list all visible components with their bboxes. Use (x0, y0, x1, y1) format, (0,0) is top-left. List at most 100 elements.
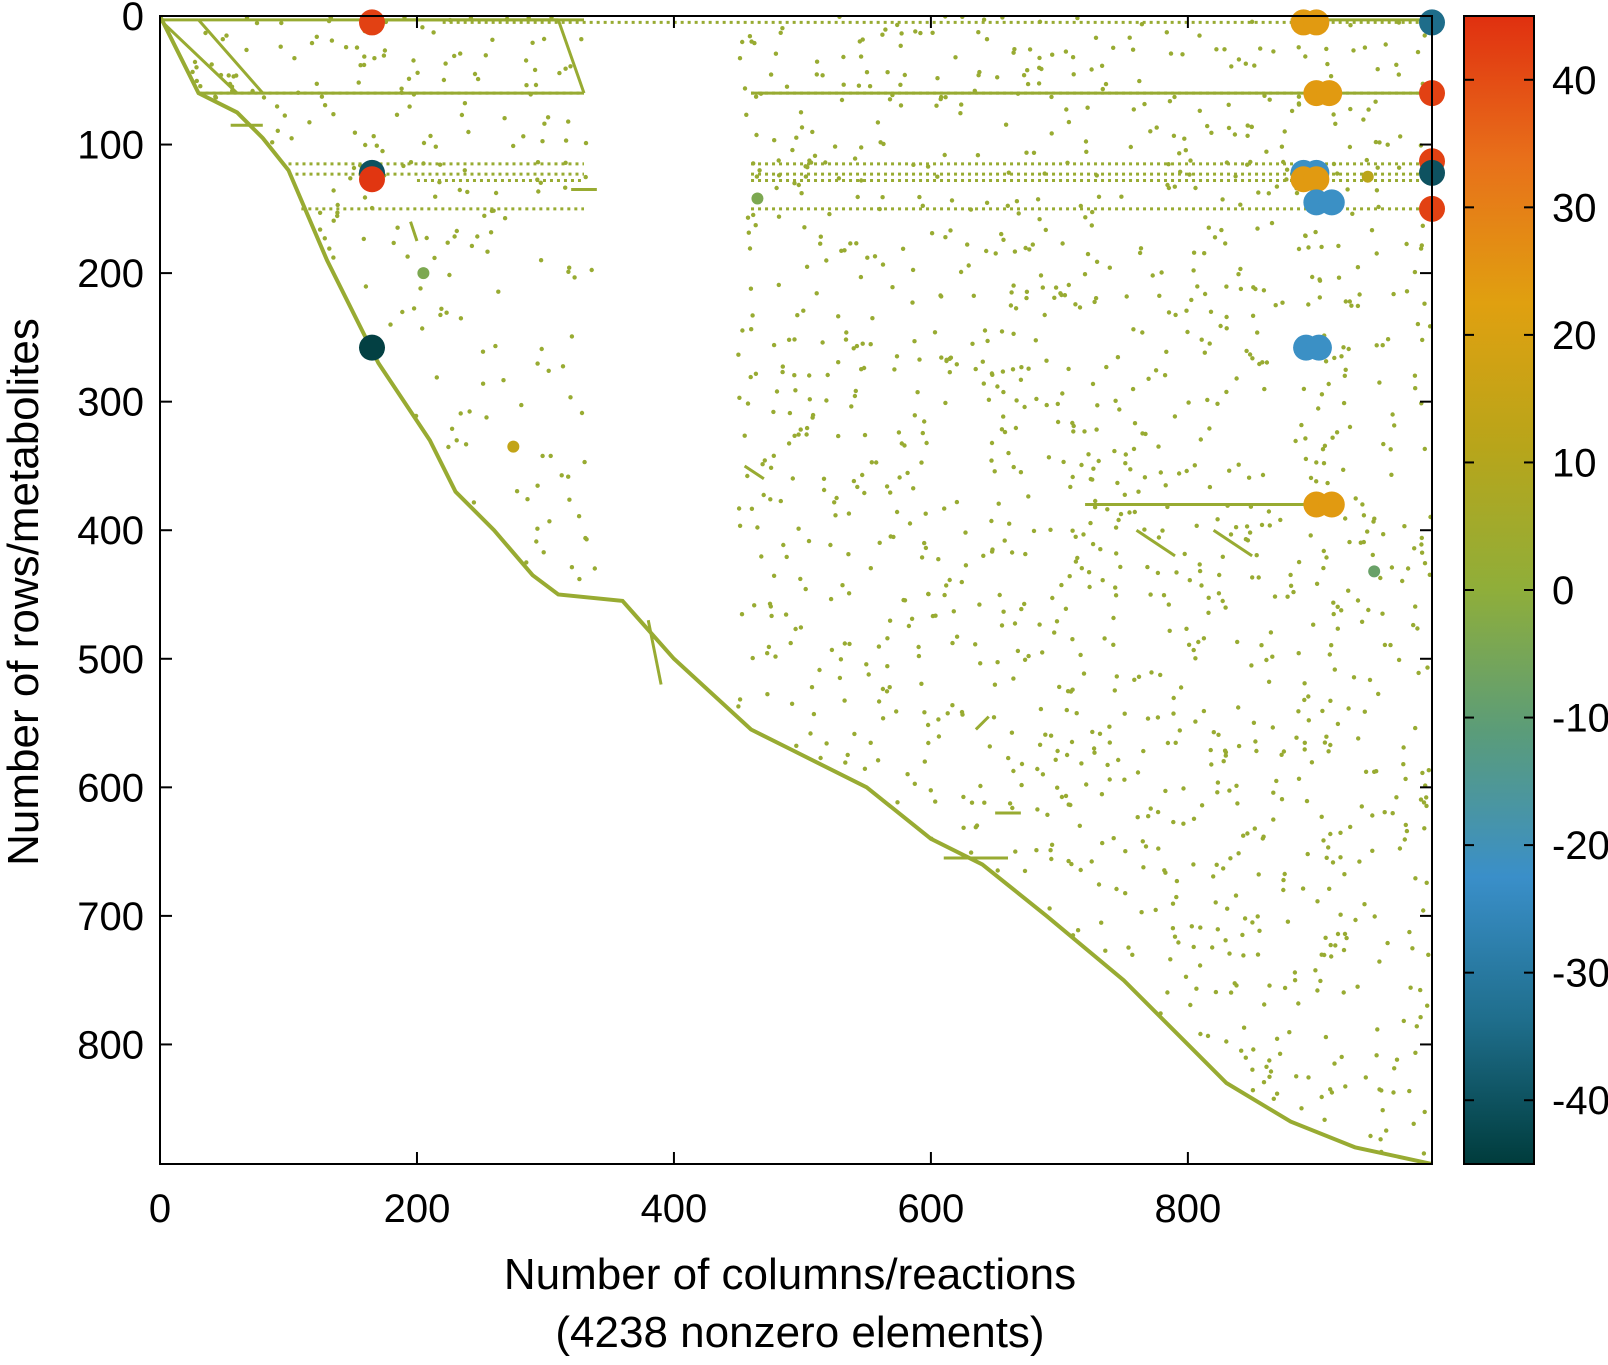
nonzero-point (1069, 861, 1074, 867)
nonzero-point (354, 45, 360, 50)
nonzero-point (369, 205, 375, 211)
large-value-marker (1318, 491, 1345, 518)
nonzero-point (1411, 622, 1416, 628)
nonzero-point (1165, 990, 1170, 995)
nonzero-point (1044, 402, 1049, 408)
nonzero-point (1336, 275, 1342, 280)
nonzero-point (847, 641, 852, 647)
nonzero-point (959, 579, 964, 585)
nonzero-point (1255, 952, 1261, 957)
nonzero-point (1373, 99, 1378, 104)
nonzero-point (749, 39, 754, 44)
nonzero-point (917, 357, 922, 362)
nonzero-point (1064, 107, 1069, 112)
nonzero-point (1292, 970, 1298, 975)
nonzero-point (1244, 348, 1249, 354)
nonzero-point (1193, 656, 1198, 661)
nonzero-point (1107, 265, 1113, 270)
nonzero-point (1370, 848, 1375, 853)
nonzero-point (1333, 121, 1338, 127)
nonzero-point (502, 216, 508, 221)
nonzero-point (874, 460, 879, 465)
nonzero-point (1342, 373, 1348, 378)
nonzero-point (1301, 386, 1307, 392)
nonzero-point (557, 70, 562, 76)
nonzero-point (458, 411, 463, 416)
nonzero-point (1039, 66, 1044, 72)
nonzero-point (1015, 91, 1021, 96)
nonzero-point (818, 234, 823, 239)
nonzero-point (1089, 859, 1094, 864)
nonzero-point (535, 177, 540, 182)
nonzero-point (1385, 940, 1390, 946)
medium-value-marker (507, 440, 520, 453)
nonzero-point (1413, 604, 1418, 609)
nonzero-point (296, 90, 301, 95)
nonzero-point (475, 234, 480, 239)
nonzero-point (1064, 707, 1070, 713)
nonzero-point (548, 453, 553, 459)
nonzero-point (1302, 740, 1308, 745)
nonzero-point (447, 17, 453, 23)
nonzero-point (1264, 360, 1270, 365)
nonzero-point (868, 740, 873, 745)
nonzero-point (855, 484, 860, 490)
nonzero-point (407, 104, 412, 109)
nonzero-point (1413, 725, 1418, 731)
nonzero-point (792, 433, 797, 438)
nonzero-point (1261, 834, 1266, 839)
nonzero-point (1122, 492, 1128, 497)
nonzero-point (1019, 782, 1024, 788)
nonzero-point (1331, 611, 1336, 617)
nonzero-point (781, 542, 786, 548)
nonzero-point (1376, 204, 1381, 210)
nonzero-point (1182, 136, 1187, 141)
nonzero-point (990, 547, 995, 552)
nonzero-point (1274, 184, 1280, 189)
nonzero-point (563, 185, 568, 190)
nonzero-point (810, 415, 815, 420)
nonzero-point (1063, 606, 1069, 611)
nonzero-point (750, 313, 755, 318)
nonzero-point (541, 36, 547, 42)
nonzero-point (1172, 184, 1178, 189)
nonzero-point (804, 425, 810, 431)
y-tick-label: 0 (122, 0, 144, 39)
nonzero-point (1130, 952, 1135, 957)
nonzero-point (774, 185, 779, 191)
nonzero-point (984, 200, 990, 205)
nonzero-point (563, 66, 568, 71)
nonzero-point (953, 55, 958, 60)
nonzero-point (885, 636, 890, 641)
nonzero-segment (1135, 528, 1176, 558)
nonzero-point (1077, 305, 1083, 310)
nonzero-point (1199, 803, 1205, 808)
nonzero-point (1247, 352, 1253, 357)
nonzero-point (803, 174, 809, 179)
nonzero-point (1211, 730, 1217, 735)
nonzero-point (560, 364, 566, 369)
nonzero-point (1282, 871, 1287, 877)
nonzero-point (809, 685, 815, 690)
nonzero-point (1089, 223, 1095, 228)
nonzero-point (1202, 251, 1207, 256)
nonzero-point (1235, 639, 1240, 645)
y-tick-label: 700 (77, 895, 144, 939)
nonzero-point (736, 704, 741, 709)
nonzero-point (771, 409, 776, 415)
nonzero-point (1026, 653, 1031, 659)
nonzero-point (1223, 938, 1228, 943)
nonzero-point (807, 158, 812, 163)
nonzero-point (798, 576, 803, 582)
nonzero-point (1379, 1149, 1384, 1155)
nonzero-point (1127, 510, 1132, 515)
nonzero-point (485, 249, 490, 254)
nonzero-point (1168, 957, 1173, 962)
nonzero-point (1038, 706, 1044, 712)
nonzero-point (480, 381, 486, 386)
nonzero-point (1185, 329, 1190, 335)
nonzero-point (780, 26, 785, 31)
nonzero-point (348, 176, 353, 181)
nonzero-point (747, 246, 753, 251)
nonzero-point (799, 125, 805, 130)
